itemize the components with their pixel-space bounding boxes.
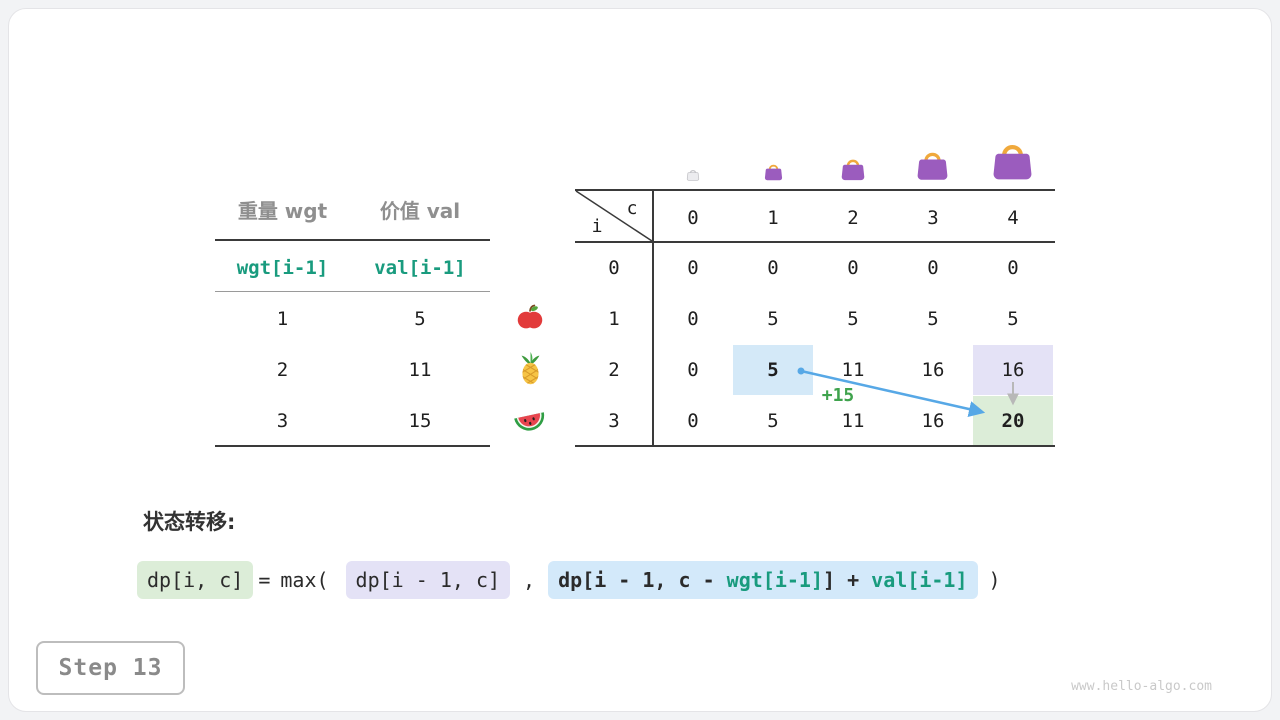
dp-corner-row-label: i [591,216,603,237]
item-table-var-rule [215,291,490,292]
dp-col-header: 3 [927,207,939,229]
take-infix: ] + [823,568,872,592]
dp-col-header: 1 [767,207,779,229]
dp-table-bottom-rule [575,445,1055,447]
dp-col-header: 2 [847,207,859,229]
transition-label: 状态转移: [143,510,236,534]
take-val: val[i-1] [871,568,968,592]
dp-cell: 0 [767,257,779,279]
dp-cell: 0 [1007,257,1019,279]
dp-table-top-rule [575,189,1055,191]
dp-col-header: 0 [687,207,699,229]
pineapple-icon [521,352,540,385]
dp-cell: 16 [921,359,945,381]
item-weight: 1 [276,308,289,330]
take-prefix: dp[i - 1, c - [558,568,727,592]
item-weight: 3 [276,410,289,432]
dp-col-header: 4 [1007,207,1019,229]
dp-cell: 11 [841,410,865,432]
formula-max-open: max( [280,568,329,592]
formula-take-chip: dp[i - 1, c - wgt[i-1]] + val[i-1] [548,561,978,599]
item-table-bottom-rule [215,445,490,447]
take-wgt: wgt[i-1] [726,568,823,592]
dp-cell: 0 [687,257,699,279]
dp-table-vertical-rule [652,189,654,447]
dp-cell: 5 [847,308,859,330]
step-badge: Step 13 [36,641,185,695]
dp-cell: 0 [927,257,939,279]
dp-cell: 0 [687,410,699,432]
watermark: www.hello-algo.com [1071,679,1212,694]
formula-row: dp[i, c] = max( dp[i - 1, c] , dp[i - 1,… [137,556,1006,604]
formula-close: ) [988,568,1001,592]
formula-separator: , [523,568,536,592]
item-value: 15 [408,410,432,432]
item-table-header-value: 价值 val [379,199,461,223]
item-table-var-wgt: wgt[i-1] [236,257,329,279]
item-value: 11 [408,359,432,381]
bag-xlarge-icon [993,145,1032,180]
formula-target-chip: dp[i, c] [137,561,254,599]
dp-cell: 0 [687,359,699,381]
dp-row-label: 2 [608,359,620,381]
dp-cell: 5 [1007,308,1019,330]
dp-table-header-rule [575,241,1055,243]
dp-row-label: 0 [608,257,620,279]
dp-cell: 16 [921,410,945,432]
dp-corner-col-label: c [626,198,638,219]
dp-cell: 5 [767,410,779,432]
arrow-value-label: +15 [821,385,855,406]
item-weight: 2 [276,359,289,381]
bag-medium-icon [841,159,865,181]
bag-empty-icon [686,169,700,181]
dp-cell: 5 [767,308,779,330]
dp-cell-keep-source: 16 [1001,359,1025,381]
item-table-var-val: val[i-1] [374,257,466,279]
dp-row-label: 1 [608,308,620,330]
item-value: 5 [414,308,426,330]
dp-cell: 5 [927,308,939,330]
bag-large-icon [917,152,948,180]
bag-small-icon [764,164,783,181]
formula-equals: = [258,568,271,592]
item-table-header-weight: 重量 wgt [237,199,328,223]
dp-cell-take-source: 5 [767,359,779,381]
watermelon-icon [514,412,545,431]
dp-cell: 0 [687,308,699,330]
item-table-header-rule [215,239,490,241]
dp-cell-result: 20 [1001,410,1025,432]
formula-keep-chip: dp[i - 1, c] [345,561,511,599]
apple-icon [517,304,543,329]
dp-cell: 0 [847,257,859,279]
dp-row-label: 3 [608,410,620,432]
